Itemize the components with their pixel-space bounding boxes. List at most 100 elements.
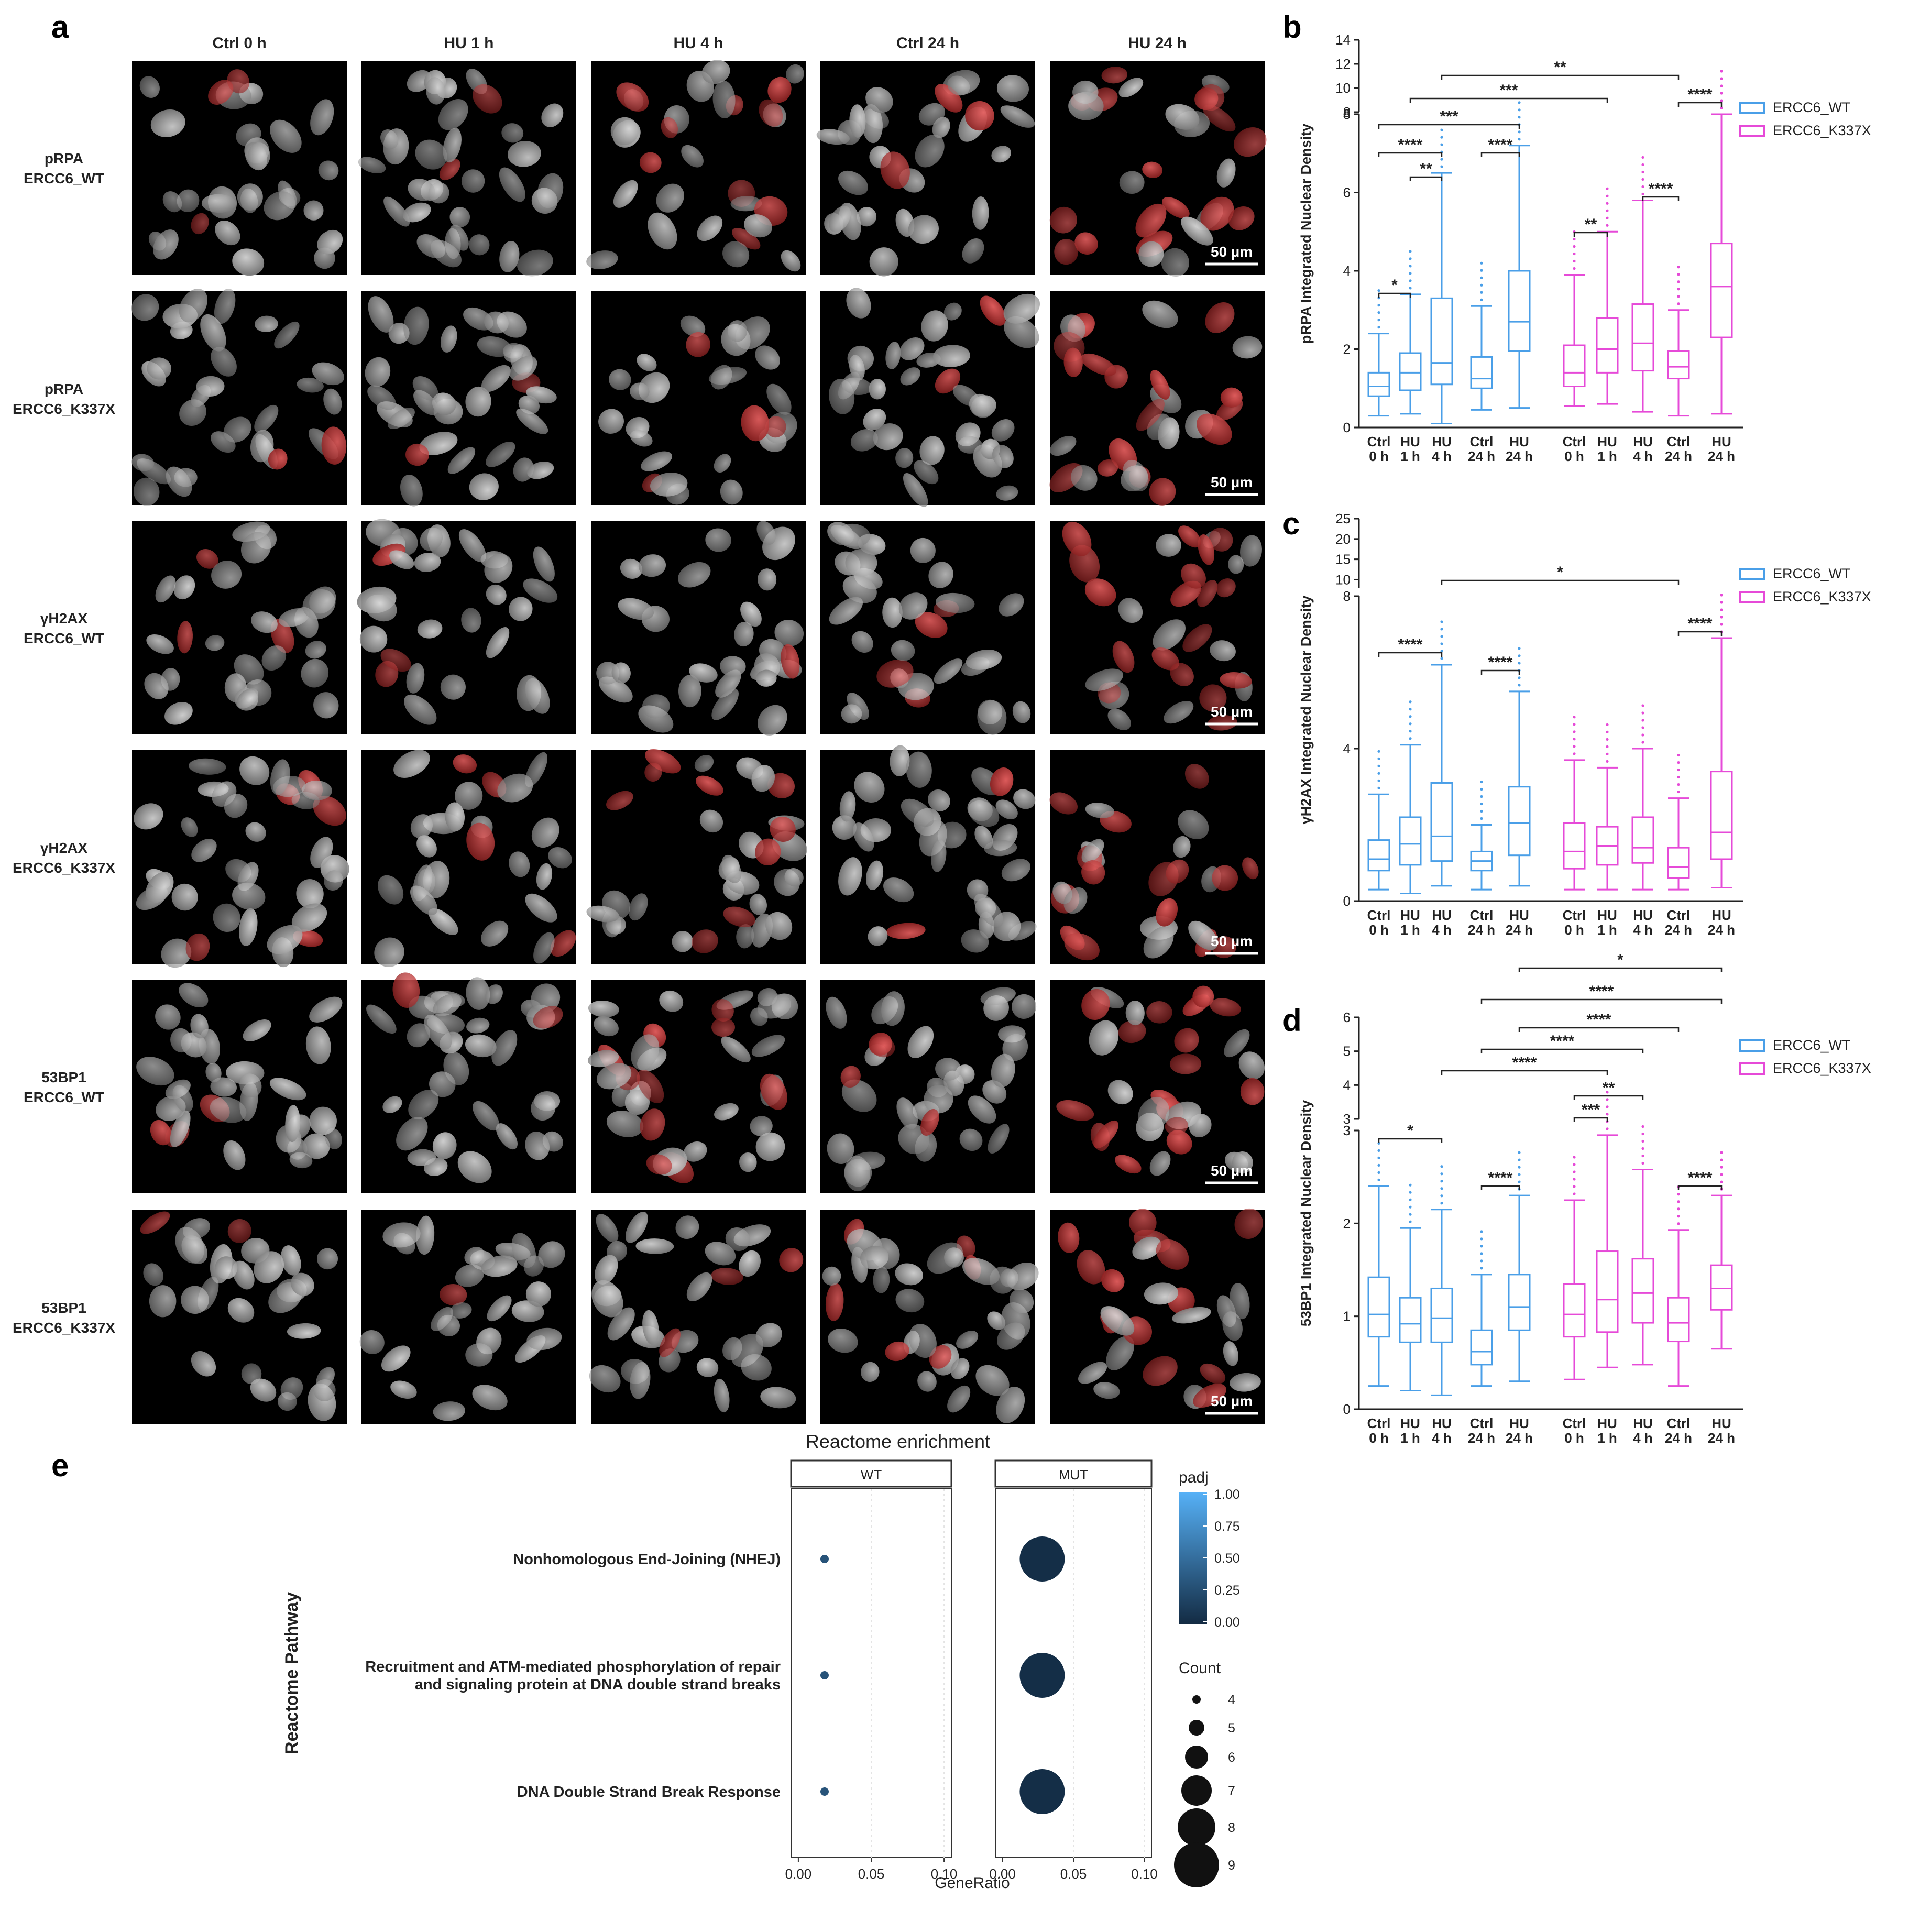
- nucleus: [749, 894, 767, 915]
- nucleus: [683, 1141, 707, 1162]
- microscopy-tile: [586, 60, 806, 275]
- x-tick-label: 0.00: [785, 1866, 812, 1882]
- nucleus: [881, 991, 905, 1026]
- outlier-point: [1677, 273, 1680, 276]
- nucleus: [261, 645, 287, 671]
- nucleus: [166, 466, 192, 497]
- nucleus: [1009, 1289, 1034, 1314]
- nucleus: [988, 1124, 1010, 1154]
- nucleus: [525, 893, 557, 923]
- nucleus: [147, 357, 172, 380]
- significance-bracket: [1378, 652, 1443, 657]
- nucleus: [223, 416, 251, 443]
- nucleus: [620, 558, 643, 579]
- nucleus: [279, 608, 310, 627]
- microscopy-tile: [131, 288, 347, 506]
- outlier-point: [1720, 84, 1723, 87]
- x-tick-label: Ctrl: [1667, 1415, 1691, 1431]
- nucleus: [171, 883, 198, 911]
- nucleus: [415, 139, 447, 170]
- nucleus: [714, 1378, 730, 1413]
- nucleus: [380, 649, 412, 672]
- nucleus: [481, 365, 511, 392]
- legend-label-wt: ERCC6_WT: [1773, 566, 1851, 581]
- nucleus: [935, 1058, 961, 1081]
- nucleus: [838, 857, 862, 896]
- nucleus: [1146, 1001, 1172, 1024]
- nucleus: [1178, 810, 1209, 839]
- nucleus: [396, 1117, 428, 1151]
- nucleus: [440, 325, 457, 353]
- nucleus: [755, 345, 780, 370]
- significance-bracket: [1480, 1185, 1520, 1190]
- nucleus: [606, 1111, 644, 1137]
- outlier-point: [1720, 623, 1723, 626]
- nucleus: [696, 1358, 719, 1377]
- nucleus: [533, 932, 555, 964]
- y-tick-label: 10: [1335, 80, 1351, 96]
- nucleus: [533, 546, 555, 582]
- nucleus: [842, 377, 872, 396]
- box: [1667, 1297, 1690, 1343]
- outlier-point: [1720, 608, 1723, 611]
- significance-bracket: [1518, 1027, 1680, 1032]
- nucleus: [250, 1378, 277, 1402]
- nucleus: [1169, 1053, 1202, 1074]
- panel-letter-a: a: [51, 9, 69, 45]
- nucleus: [739, 1250, 761, 1277]
- nucleus: [868, 926, 888, 946]
- significance-bracket: [1378, 124, 1520, 129]
- x-tick-label: HU: [1509, 907, 1529, 923]
- nucleus: [303, 1133, 330, 1159]
- outlier-point: [1677, 790, 1680, 794]
- nucleus: [680, 315, 706, 337]
- nucleus: [908, 1324, 937, 1358]
- y-axis-label: pRPA Integrated Nuclear Density: [1298, 124, 1314, 344]
- significance-label: ****: [1512, 1054, 1537, 1071]
- box: [1367, 371, 1390, 397]
- x-tick-label: 0.10: [931, 1866, 958, 1882]
- outlier-point: [1480, 809, 1483, 813]
- x-tick-label: 4 h: [1432, 448, 1452, 464]
- outlier-point: [1641, 704, 1644, 707]
- nucleus: [766, 383, 792, 415]
- nucleus: [1234, 1208, 1263, 1239]
- outlier-point: [1573, 716, 1576, 719]
- outlier-point: [1409, 1183, 1412, 1187]
- nucleus: [290, 1272, 314, 1296]
- panel-letter-e: e: [51, 1448, 69, 1483]
- nucleus: [181, 817, 198, 837]
- x-tick-label: 4 h: [1633, 1430, 1653, 1446]
- nucleus: [201, 194, 236, 213]
- significance-label: ****: [1488, 654, 1513, 671]
- nucleus: [907, 1026, 934, 1059]
- outlier-point: [1480, 291, 1483, 294]
- nucleus: [146, 634, 174, 654]
- outlier-point: [1377, 1171, 1380, 1174]
- nucleus: [485, 984, 503, 1004]
- nucleus: [1114, 1155, 1142, 1174]
- nucleus: [727, 320, 748, 342]
- colorbar-tick-label: 0.75: [1214, 1519, 1240, 1534]
- nucleus: [1129, 1209, 1157, 1236]
- nucleus: [757, 705, 787, 736]
- outlier-point: [1720, 92, 1723, 95]
- outlier-point: [1573, 1178, 1576, 1181]
- nucleus: [486, 627, 510, 658]
- nucleus: [965, 101, 994, 131]
- significance-bracket: [1480, 152, 1520, 157]
- outlier-point: [1573, 1192, 1576, 1195]
- nucleus: [223, 1140, 246, 1170]
- nucleus: [947, 1385, 971, 1413]
- nucleus: [368, 296, 394, 333]
- nucleus: [861, 1362, 880, 1382]
- nucleus: [305, 1026, 331, 1064]
- outlier-point: [1677, 783, 1680, 786]
- microscopy-tile: 50 µm: [1049, 291, 1265, 506]
- colorbar-tick-label: 0.50: [1214, 1551, 1240, 1566]
- outlier-point: [1573, 723, 1576, 726]
- nucleus: [232, 1260, 255, 1290]
- nucleus: [760, 1387, 796, 1409]
- nucleus: [458, 529, 486, 563]
- outlier-point: [1377, 297, 1380, 300]
